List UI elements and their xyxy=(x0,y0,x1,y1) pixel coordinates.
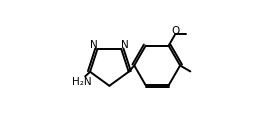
Text: N: N xyxy=(121,40,128,50)
Text: N: N xyxy=(90,40,98,50)
Text: H₂N: H₂N xyxy=(72,77,91,87)
Text: O: O xyxy=(172,26,180,36)
